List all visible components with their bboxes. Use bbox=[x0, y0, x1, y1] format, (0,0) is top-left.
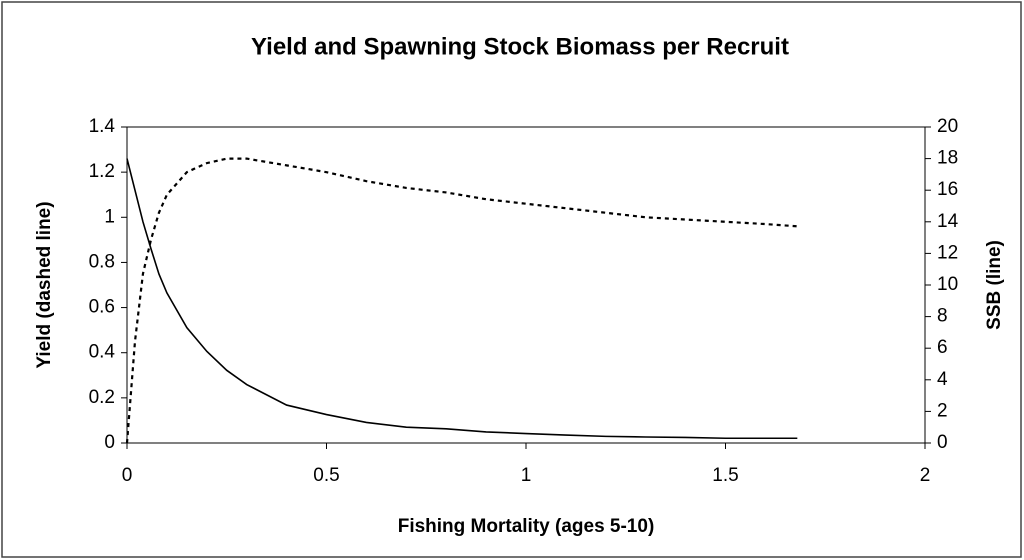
y-tick-label: 0.8 bbox=[89, 251, 115, 272]
y2-tick-label: 8 bbox=[937, 306, 948, 327]
series-line bbox=[126, 158, 798, 440]
x-tick-label: 1 bbox=[521, 465, 532, 486]
y-tick-label: 0.6 bbox=[89, 297, 115, 318]
y2-tick-label: 4 bbox=[937, 369, 948, 390]
x-tick-label: 0 bbox=[122, 465, 133, 486]
x-tick-label: 0.5 bbox=[313, 465, 339, 486]
y2-tick-label: 18 bbox=[937, 148, 958, 169]
series-line bbox=[125, 157, 798, 444]
x-tick-label: 2 bbox=[920, 465, 931, 486]
y2-tick-label: 14 bbox=[937, 211, 959, 232]
y-tick-label: 0 bbox=[104, 432, 115, 453]
chart-title: Yield and Spawning Stock Biomass per Rec… bbox=[251, 33, 789, 60]
y2-tick-label: 16 bbox=[937, 179, 958, 200]
y2-tick-label: 12 bbox=[937, 242, 958, 263]
y-tick-label: 0.4 bbox=[89, 342, 116, 363]
y-axis-title: Yield (dashed line) bbox=[34, 201, 55, 368]
y2-axis-title: SSB (line) bbox=[984, 240, 1005, 330]
y-tick-label: 0.2 bbox=[89, 387, 115, 408]
x-tick-label: 1.5 bbox=[712, 465, 738, 486]
y2-tick-label: 0 bbox=[937, 432, 948, 453]
y2-tick-label: 6 bbox=[937, 337, 948, 358]
y-tick-label: 1 bbox=[104, 206, 115, 227]
y2-tick-label: 10 bbox=[937, 274, 958, 295]
y-tick-label: 1.4 bbox=[89, 116, 116, 137]
x-axis-title: Fishing Mortality (ages 5-10) bbox=[398, 516, 655, 537]
y2-tick-label: 20 bbox=[937, 116, 958, 137]
y-tick-label: 1.2 bbox=[89, 161, 115, 182]
y2-tick-label: 2 bbox=[937, 400, 948, 421]
